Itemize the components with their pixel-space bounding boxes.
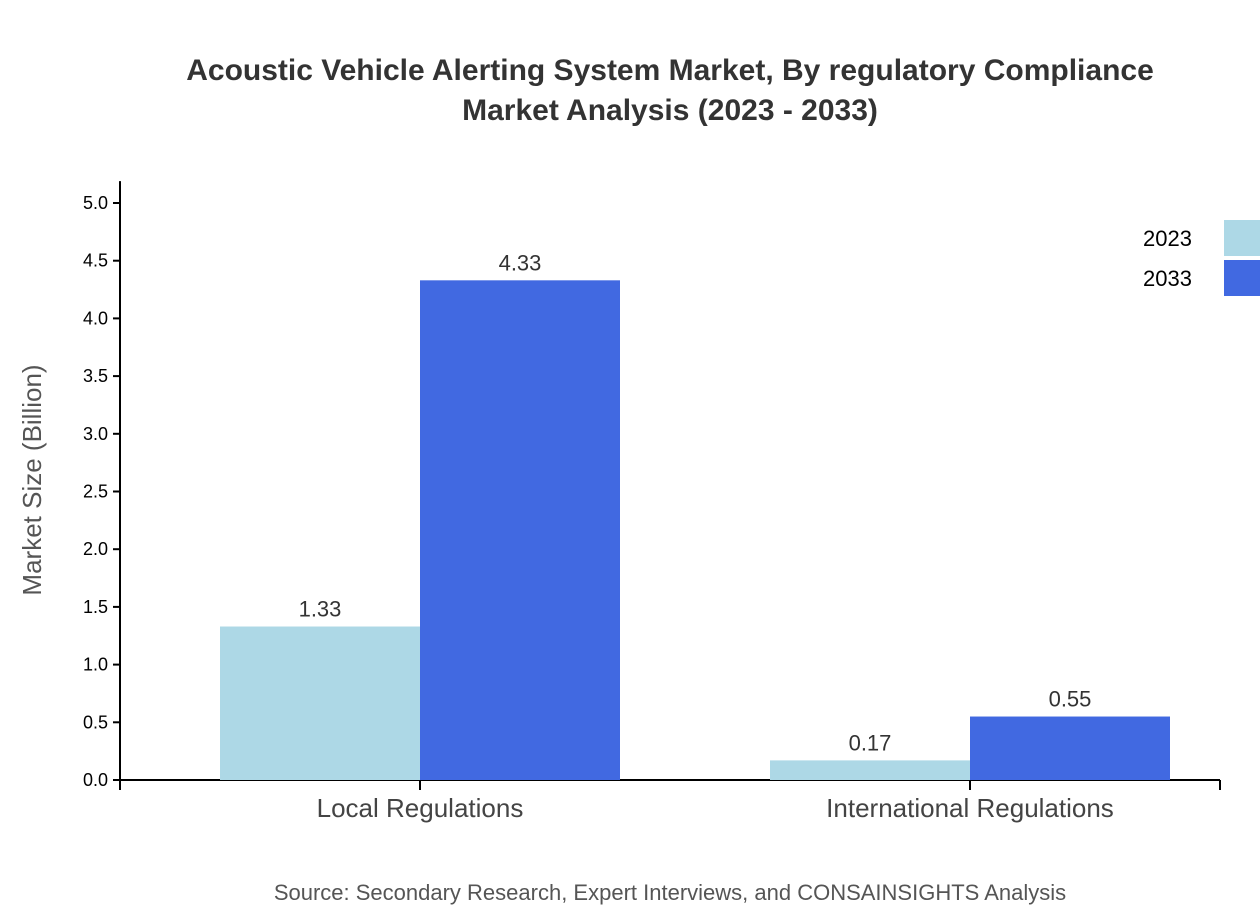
legend: 2023 2033 <box>1143 220 1260 296</box>
legend-label: 2023 <box>1143 226 1192 251</box>
data-label: 0.17 <box>849 730 892 755</box>
y-tick-label: 2.0 <box>83 539 108 559</box>
bar-2033-0 <box>420 280 620 780</box>
x-tick-label: Local Regulations <box>317 793 524 823</box>
y-axis: 0.0 0.5 1.0 1.5 2.0 2.5 3.0 3.5 4.0 4.5 5.0 <box>83 181 121 790</box>
legend-swatch <box>1224 260 1260 296</box>
data-label: 4.33 <box>499 250 542 275</box>
bar-2023-1 <box>770 760 970 780</box>
y-tick-label: 2.5 <box>83 482 108 502</box>
y-tick-label: 3.5 <box>83 366 108 386</box>
y-tick-label: 3.0 <box>83 424 108 444</box>
source-note: Source: Secondary Research, Expert Inter… <box>274 880 1066 905</box>
bar-2033-1 <box>970 716 1170 780</box>
y-tick-label: 4.0 <box>83 308 108 328</box>
y-tick-label: 1.5 <box>83 597 108 617</box>
y-tick-label: 0.5 <box>83 712 108 732</box>
y-tick-label: 0.0 <box>83 770 108 790</box>
bar-2023-0 <box>220 626 420 780</box>
y-tick-label: 4.5 <box>83 251 108 271</box>
chart-title-line-2: Market Analysis (2023 - 2033) <box>462 94 878 127</box>
data-label: 0.55 <box>1049 687 1092 712</box>
y-axis-label: Market Size (Billion) <box>17 364 47 595</box>
chart-title-line-1: Acoustic Vehicle Alerting System Market,… <box>186 54 1154 87</box>
y-tick-label: 1.0 <box>83 655 108 675</box>
y-tick-label: 5.0 <box>83 193 108 213</box>
bars: 1.33 4.33 0.17 0.55 <box>220 250 1170 780</box>
legend-swatch <box>1224 220 1260 256</box>
x-axis: Local Regulations International Regulatio… <box>119 779 1221 823</box>
legend-label: 2033 <box>1143 266 1192 291</box>
x-tick-label: International Regulations <box>826 793 1114 823</box>
data-label: 1.33 <box>299 597 342 622</box>
